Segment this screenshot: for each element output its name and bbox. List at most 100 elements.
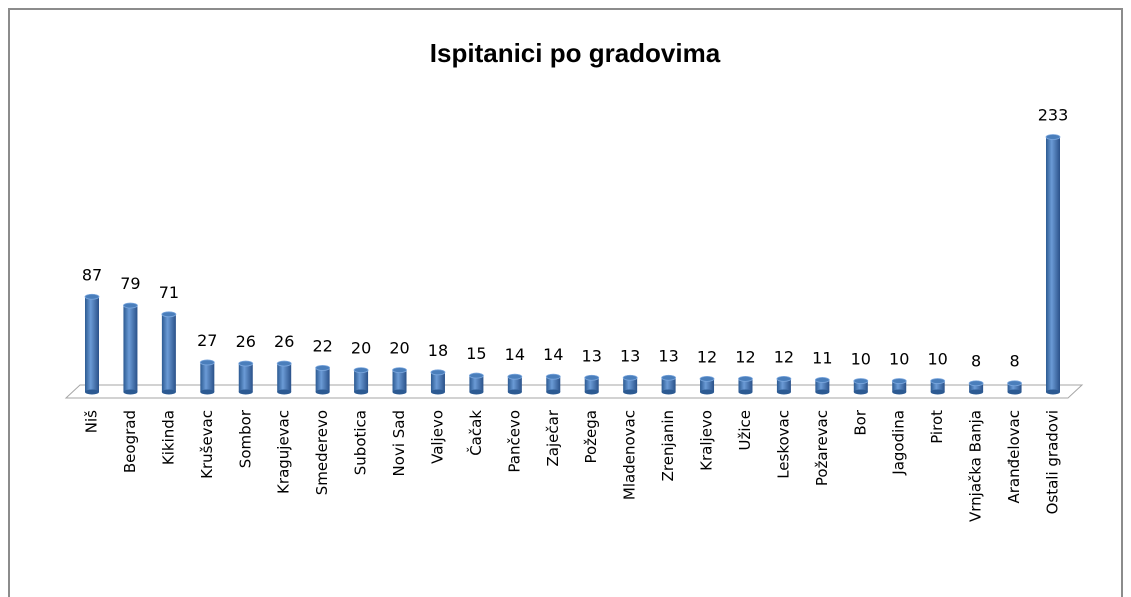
value-label: 12	[697, 347, 717, 366]
value-label: 13	[658, 346, 678, 365]
value-label: 20	[351, 339, 371, 358]
bar	[277, 363, 292, 392]
x-tick-label: Užice	[736, 410, 754, 451]
x-tick-label: Zaječar	[544, 409, 562, 466]
bar-base	[161, 389, 176, 395]
bar	[584, 377, 599, 392]
x-tick-label: Kikinda	[159, 410, 177, 465]
bar-top	[584, 374, 600, 381]
bar-base	[469, 389, 484, 395]
value-label: 8	[1009, 352, 1019, 371]
chart-title: Ispitanici po gradovima	[430, 38, 721, 68]
bar-base	[661, 389, 676, 395]
x-tick-label: Valjevo	[428, 410, 446, 464]
bar	[1046, 137, 1060, 392]
bar-top	[315, 365, 331, 371]
value-label: 18	[428, 341, 448, 360]
bar	[200, 362, 215, 392]
x-tick-label: Leskovac	[774, 410, 792, 479]
bar-base	[815, 389, 830, 395]
value-label: 8	[971, 352, 981, 371]
bar-base	[123, 389, 138, 395]
bar-top	[276, 360, 292, 367]
value-label: 22	[312, 336, 332, 355]
bar	[815, 379, 830, 392]
value-label: 233	[1038, 106, 1069, 125]
bar-top	[968, 380, 984, 387]
bar	[930, 381, 945, 392]
bar-top	[1045, 134, 1061, 140]
value-label: 10	[928, 350, 948, 369]
bar-top	[353, 367, 369, 374]
bar-top	[930, 378, 946, 384]
value-label: 27	[197, 331, 217, 350]
value-label: 10	[889, 350, 909, 369]
value-label: 13	[620, 346, 640, 365]
bar-base	[1046, 389, 1060, 395]
value-label: 79	[120, 274, 140, 293]
x-tick-label: Požega	[582, 410, 600, 464]
bar-top	[891, 378, 907, 384]
bar-base	[892, 389, 907, 395]
bar	[354, 370, 369, 392]
bar-base	[85, 389, 99, 395]
bar	[969, 383, 984, 392]
bar	[430, 372, 445, 392]
value-label: 12	[735, 347, 755, 366]
bar	[546, 376, 561, 392]
bar	[776, 378, 791, 392]
bar-base	[238, 389, 253, 395]
bar-base	[354, 389, 369, 395]
bar-top	[738, 375, 753, 382]
bar-top	[661, 374, 676, 381]
frame	[8, 8, 1123, 597]
bar-top	[468, 372, 484, 379]
bar-base	[623, 389, 638, 395]
bar-top	[853, 378, 869, 384]
value-label: 13	[582, 346, 602, 365]
x-tick-label: Niš	[83, 410, 101, 433]
bar-base	[776, 389, 791, 395]
value-label: 14	[543, 345, 563, 364]
bar-base	[969, 389, 984, 395]
bar-top	[814, 377, 830, 383]
bar	[623, 377, 638, 392]
x-tick-label: Jagodina	[890, 410, 908, 476]
x-tick-label: Sombor	[236, 409, 254, 468]
bar-base	[546, 389, 561, 395]
bar-top	[238, 360, 254, 367]
x-tick-label: Kragujevac	[275, 410, 293, 494]
bar	[853, 381, 868, 392]
bar-top	[199, 359, 215, 366]
bar-top	[84, 293, 100, 300]
x-tick-label: Novi Sad	[390, 410, 408, 476]
x-tick-label: Vrnjačka Banja	[967, 410, 985, 522]
value-label: 20	[389, 339, 409, 358]
value-label: 12	[774, 347, 794, 366]
bar	[85, 296, 99, 392]
bar-base	[200, 389, 215, 395]
x-tick-label: Kraljevo	[698, 410, 716, 471]
bar	[1007, 383, 1022, 392]
x-tick-label: Subotica	[352, 410, 370, 475]
x-tick-label: Čačak	[466, 410, 485, 456]
bar-top	[123, 302, 138, 309]
bar	[661, 377, 676, 392]
x-tick-label: Požarevac	[813, 410, 831, 486]
bar-top	[161, 311, 177, 318]
bar	[700, 378, 715, 392]
bar	[392, 370, 407, 392]
bar-top	[622, 374, 638, 381]
value-label: 15	[466, 344, 486, 363]
floor	[64, 384, 1084, 399]
bar-base	[392, 389, 407, 395]
bar-base	[507, 389, 522, 395]
x-tick-label: Zrenjanin	[659, 410, 677, 481]
bar-base	[930, 389, 945, 395]
bar-top	[507, 373, 523, 380]
bar-top	[545, 373, 561, 380]
bar	[123, 305, 138, 392]
x-tick-label: Aranđelovac	[1005, 410, 1023, 504]
bar-top	[776, 375, 792, 382]
x-tick-label: Smederevo	[313, 410, 331, 495]
